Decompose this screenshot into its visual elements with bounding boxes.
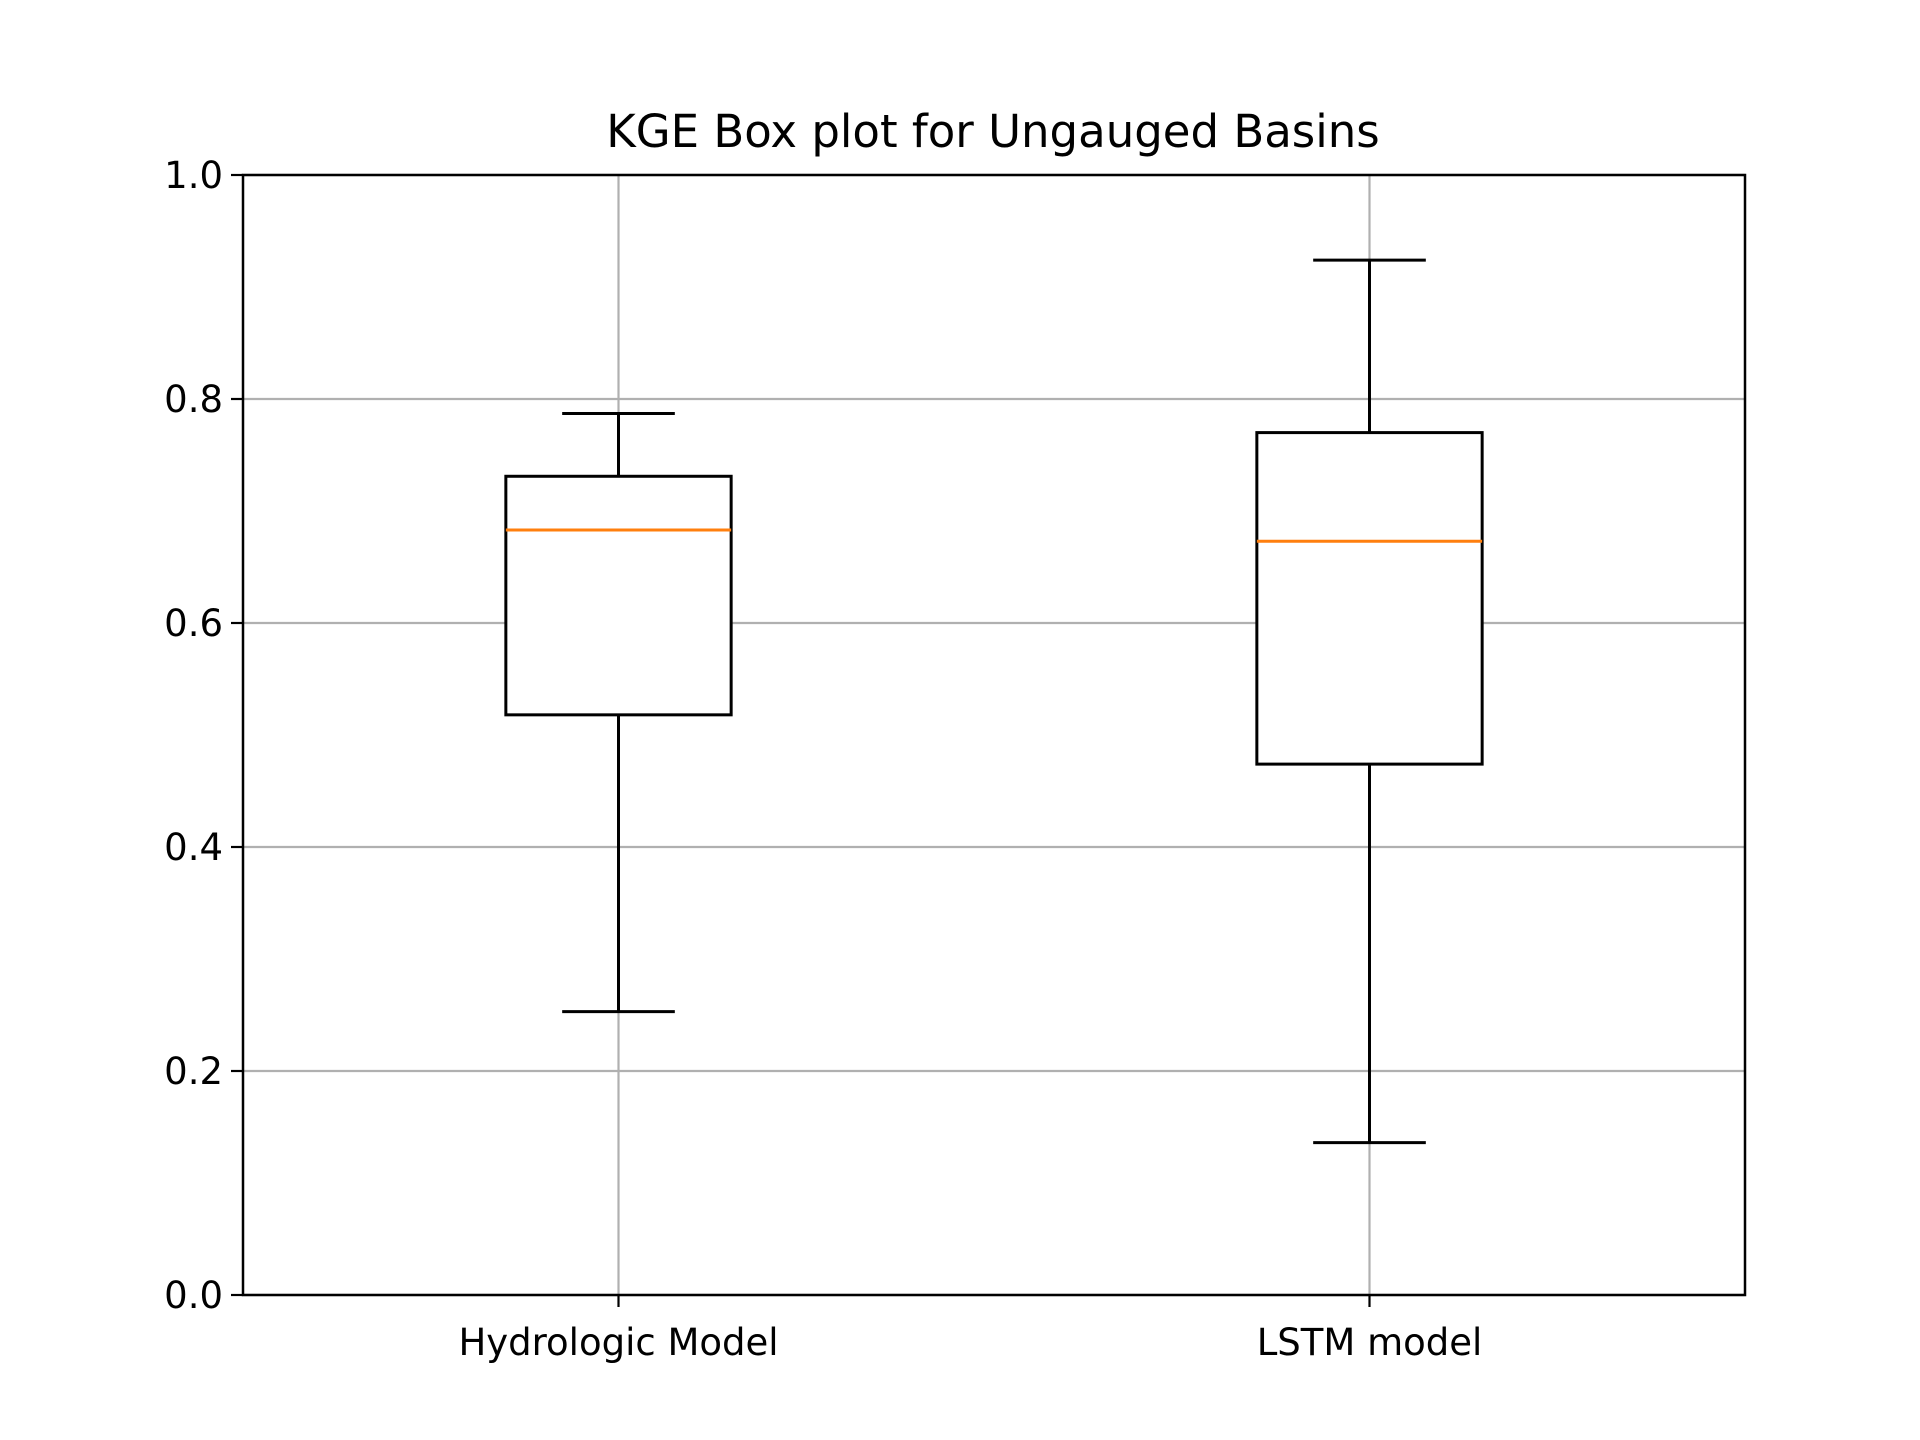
iqr-box [504,474,733,717]
x-tick-label: LSTM model [1257,1321,1483,1364]
box-1 [504,412,733,1014]
box-layer [504,258,1484,1145]
y-tick-label: 0.0 [164,1274,223,1317]
iqr-box [1255,431,1484,766]
y-tick-label: 1.0 [164,154,223,197]
y-tick-label: 0.4 [164,826,223,869]
plot-frame [241,173,1747,1297]
tick-layer: 0.0 0.2 0.4 0.6 0.8 1.0 Hydrologic Model LSTM m… [164,154,1482,1364]
y-tick-label: 0.2 [164,1050,223,1093]
chart-title: KGE Box plot for Ungauged Basins [606,105,1379,158]
box-2 [1255,258,1484,1145]
y-tick-label: 0.8 [164,378,223,421]
y-tick-label: 0.6 [164,602,223,645]
x-tick-label: Hydrologic Model [458,1321,778,1364]
